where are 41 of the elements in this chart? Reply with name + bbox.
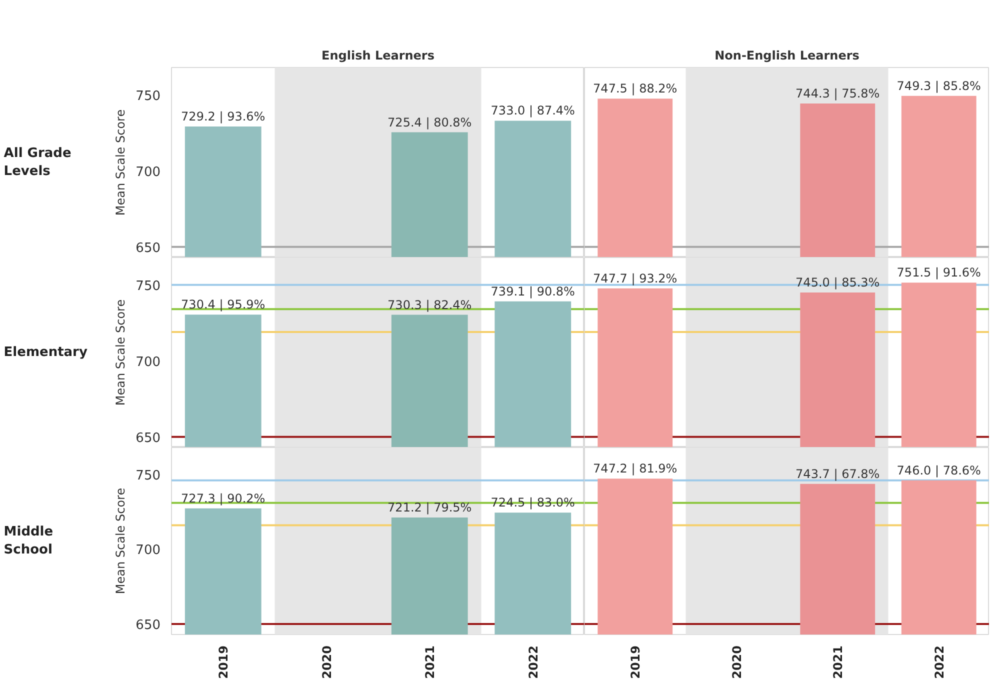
- text: Elementary: [4, 345, 88, 360]
- data-label: 749.3 | 85.8%: [896, 78, 981, 93]
- y-tick-label: 700: [136, 354, 161, 370]
- data-label: 739.1 | 90.8%: [490, 284, 575, 298]
- y-tick-label: 750: [136, 88, 161, 104]
- chart-title: Non-English Learners: [714, 48, 860, 62]
- data-label: 751.5 | 91.6%: [896, 266, 981, 280]
- y-tick-label: 750: [136, 278, 161, 294]
- data-label: 747.5 | 88.2%: [593, 82, 678, 96]
- y-axis-title: Mean Scale Score: [114, 299, 128, 406]
- data-label: 747.2 | 81.9%: [593, 462, 678, 476]
- x-tick-label: 2020: [730, 645, 744, 679]
- y-tick-label: 650: [136, 240, 161, 256]
- data-label: 730.4 | 95.9%: [181, 298, 266, 312]
- data-label: 725.4 | 80.8%: [388, 115, 472, 130]
- data-label: 721.2 | 79.5%: [388, 500, 472, 515]
- data-label: 747.7 | 93.2%: [593, 271, 678, 286]
- x-tick-label: 2021: [831, 645, 846, 679]
- y-axis-title: Mean Scale Score: [114, 488, 128, 594]
- data-label: 743.7 | 67.8%: [796, 466, 880, 481]
- y-tick-label: 700: [136, 164, 161, 180]
- chart-title: English Learners: [322, 48, 434, 62]
- x-tick-label: 2019: [216, 645, 231, 679]
- data-label: 733.0 | 87.4%: [490, 104, 575, 118]
- x-tick-label: 2019: [628, 645, 643, 679]
- y-tick-label: 750: [136, 468, 161, 484]
- text: All Grade Levels: [4, 146, 72, 179]
- data-label: 745.0 | 85.3%: [796, 275, 880, 290]
- data-label: 744.3 | 75.8%: [796, 86, 880, 101]
- y-tick-label: 650: [136, 618, 161, 634]
- text: Middle School: [4, 524, 54, 558]
- y-tick-label: 700: [136, 543, 161, 558]
- x-tick-label: 2020: [320, 645, 334, 679]
- x-tick-label: 2022: [932, 645, 946, 679]
- x-tick-label: 2022: [526, 645, 540, 679]
- y-axis-title: Mean Scale Score: [114, 109, 128, 216]
- data-label: 729.2 | 93.6%: [181, 109, 266, 124]
- data-label: 727.3 | 90.2%: [181, 491, 266, 506]
- x-tick-label: 2021: [423, 645, 438, 679]
- data-label: 746.0 | 78.6%: [896, 463, 981, 478]
- y-tick-label: 650: [136, 430, 161, 446]
